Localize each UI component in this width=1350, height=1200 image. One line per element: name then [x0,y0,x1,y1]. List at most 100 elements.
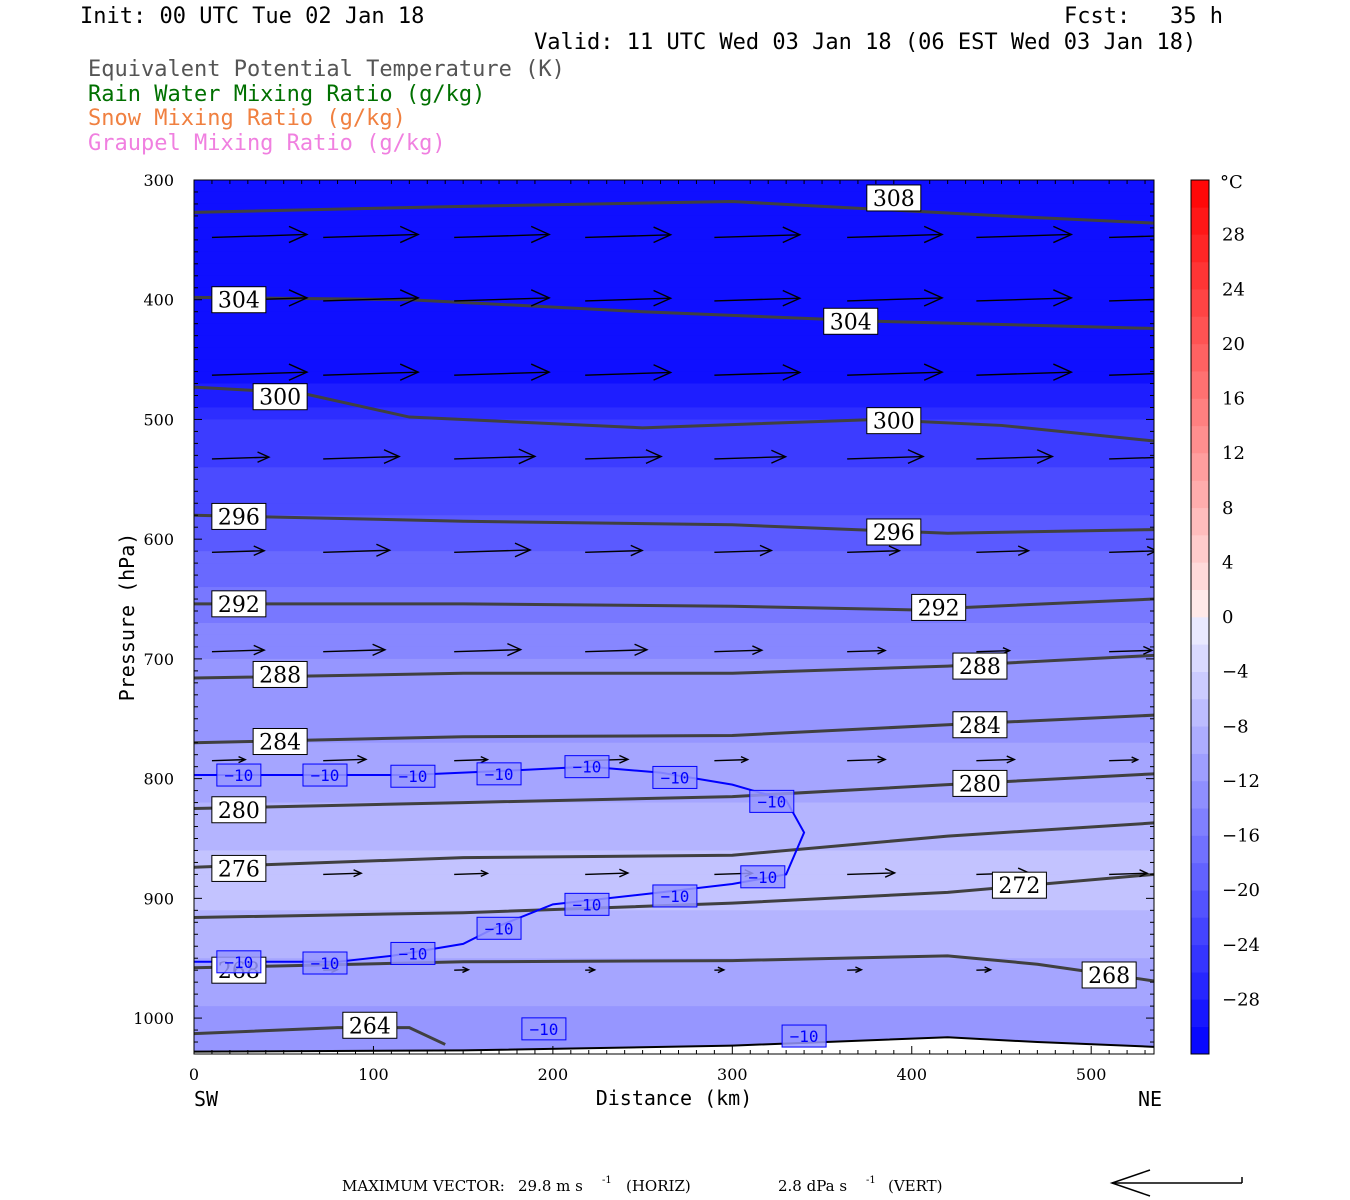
wind-vector [976,545,1031,557]
wind-vector [211,363,309,381]
shading-band [194,742,1154,756]
label-box [211,590,267,618]
wind-vector-head [253,545,266,557]
minus10-label: −10 [216,950,262,974]
wind-vector-shaft [454,297,550,302]
wind-vectors [211,225,1154,974]
vert-exponent: -1 [866,1175,876,1186]
temperature-shading [194,180,1154,1054]
wind-vector-shaft [323,872,362,876]
colorbar-tick-label: 24 [1222,279,1245,300]
minus10-label: −10 [564,892,610,916]
wind-vector [1109,456,1154,460]
wind-vector-head [923,289,944,307]
theta-e-label-text: 268 [1088,964,1130,989]
shading-band [194,491,1154,504]
shading-band [194,575,1154,588]
wind-vector-shaft [714,234,800,239]
shading-band [194,718,1154,732]
wind-vector-head [782,364,802,381]
wind-vector-head [653,289,673,307]
shading-band [194,431,1154,444]
wind-vector-head [619,754,630,764]
wind-vector-shaft [211,758,246,762]
theta-e-label-304: 304 [823,307,879,335]
horiz-value: 29.8 m s [518,1177,583,1195]
init-time: Init: 00 UTC Tue 02 Jan 18 [80,4,425,29]
shading-band [194,970,1154,983]
theta-e-contour-276 [194,821,1154,869]
shading-band [194,706,1154,720]
minus10-label: −10 [652,765,698,789]
label-box [252,660,308,688]
shading-band [194,275,1154,289]
theta-e-label-text: 304 [218,289,260,314]
shading-band [194,551,1154,564]
theta-e-label-text: 288 [259,663,301,688]
shading-band [194,407,1154,420]
colorbar-frame [1190,179,1210,1055]
theta-e-label-284: 284 [252,728,308,756]
minus10-label-box [781,1024,827,1048]
colorbar-tick-label: 8 [1222,498,1233,519]
wind-vector-shaft [211,233,307,239]
wind-vector-shaft [714,549,772,554]
legend-rain-water: Rain Water Mixing Ratio (g/kg) [88,82,486,107]
shading-band [194,622,1154,636]
shading-band [194,694,1154,708]
wind-vector [714,449,788,464]
shading-band [194,227,1154,241]
shading-band [194,383,1154,397]
wind-vector [323,449,401,465]
theta-e-label-text: 300 [259,386,301,411]
wind-vector [585,449,663,465]
wind-vector-head [1036,449,1055,465]
colorbar-segment [1191,671,1209,700]
wind-vector [1109,373,1154,376]
minus10-label: −10 [781,1024,827,1048]
label-box [952,769,1008,797]
wind-vector-shaft [585,234,671,239]
colorbar-segment [1191,944,1209,973]
theta-e-label-text: 292 [918,596,960,621]
wind-vector [714,364,802,381]
colorbar-tick-label: −4 [1222,662,1249,683]
colorbar-unit: °C [1220,172,1243,193]
wind-vector-shaft [1109,759,1138,762]
shading-band [194,395,1154,408]
wind-vector-shaft [323,455,400,460]
wind-vector-head [630,544,644,557]
shading-band [194,263,1154,277]
wind-vector-head [353,869,363,878]
x-tick-label: 200 [538,1065,569,1084]
wind-vector [585,966,597,974]
label-box [952,652,1008,680]
wind-vector [847,545,902,557]
label-box [823,307,879,335]
theta-e-label-280: 280 [952,769,1008,797]
wind-vector [323,869,363,878]
minus10-label-box [521,1017,567,1041]
wind-vector-shaft [323,649,385,653]
theta-e-label-text: 292 [218,593,260,618]
wind-vector-head [984,966,993,974]
minus10-label: −10 [302,951,348,975]
wind-vector-head [399,225,420,244]
wind-vector-shaft [211,649,265,653]
minus10-label-text: −10 [224,766,253,785]
minus10-label: −10 [476,916,522,940]
colorbar-tick-label: −28 [1222,989,1260,1010]
minus10-label: −10 [216,763,262,787]
label-box [866,407,922,435]
minus10-label-box [476,916,522,940]
colorbar-segment [1191,562,1209,590]
wind-vector-shaft [454,233,550,239]
x-left-end-label: SW [194,1087,219,1111]
minus10-label-text: −10 [398,944,427,963]
shading-band [194,239,1154,253]
theta-e-contour-292 [194,597,1154,612]
wind-vector-head [923,225,944,244]
wind-vector [714,755,750,764]
ground-line [194,1036,1154,1053]
shading-band [194,587,1154,600]
